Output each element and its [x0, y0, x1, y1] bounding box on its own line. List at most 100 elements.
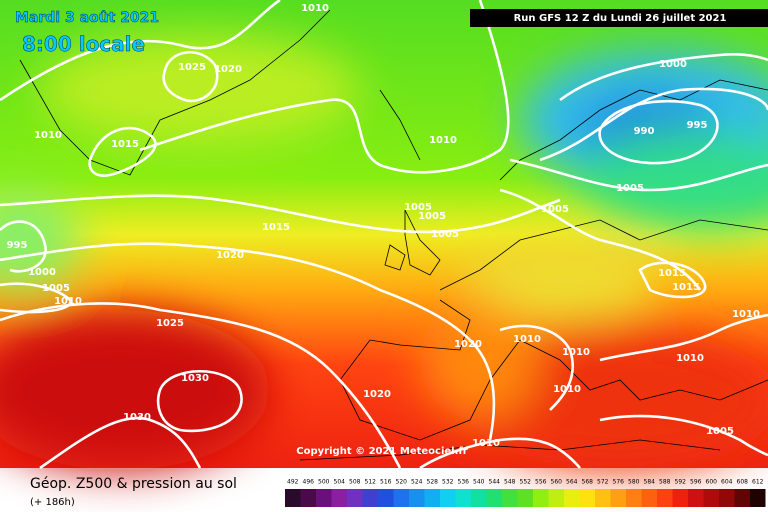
scale-swatch — [610, 489, 626, 507]
isobar-label: 1010 — [54, 296, 82, 307]
scale-swatch — [285, 489, 301, 507]
scale-label: 512 — [365, 479, 377, 486]
scale-label: 540 — [473, 479, 485, 486]
isobars — [0, 0, 768, 468]
scale-swatch — [548, 489, 564, 507]
isobar-label: 1005 — [42, 283, 70, 294]
copyright: Copyright © 2021 Meteociel.fr — [296, 446, 467, 457]
isobar-label: 1000 — [28, 267, 56, 278]
scale-swatch — [409, 489, 425, 507]
scale-swatch — [486, 489, 502, 507]
scale-swatch — [750, 489, 766, 507]
run-info: Run GFS 12 Z du Lundi 26 juillet 2021 — [514, 13, 727, 24]
isobar-label: 995 — [687, 120, 708, 131]
scale-swatch — [579, 489, 595, 507]
scale-label: 608 — [737, 479, 749, 486]
isobar-label: 1010 — [732, 309, 760, 320]
isobar-label: 1005 — [706, 426, 734, 437]
scale-label: 504 — [334, 479, 346, 486]
isobar-label: 1015 — [658, 268, 686, 279]
scale-swatch — [595, 489, 611, 507]
scale-swatch — [378, 489, 394, 507]
isobar-label: 1030 — [123, 412, 151, 423]
isobar-label: 1020 — [214, 64, 242, 75]
isobar-label: 1015 — [111, 139, 139, 150]
scale-swatch — [703, 489, 719, 507]
forecast-time: 8:00 locale — [22, 32, 145, 56]
scale-label: 520 — [396, 479, 408, 486]
scale-swatch — [347, 489, 363, 507]
isobar-label: 1005 — [431, 229, 459, 240]
scale-swatch — [393, 489, 409, 507]
scale-label: 544 — [489, 479, 501, 486]
scale-label: 548 — [504, 479, 516, 486]
isobar-label: 990 — [634, 126, 655, 137]
scale-swatch — [533, 489, 549, 507]
isobar-label: 1020 — [363, 389, 391, 400]
scale-swatch — [471, 489, 487, 507]
isobar-label: 1010 — [429, 135, 457, 146]
legend-panel: Géop. Z500 & pression au sol (+ 186h) 49… — [30, 476, 766, 508]
footer-lead: (+ 186h) — [30, 497, 75, 508]
footer-title: Géop. Z500 & pression au sol — [30, 476, 237, 492]
scale-label: 580 — [628, 479, 640, 486]
isobar-label: 1015 — [262, 222, 290, 233]
isobar-label: 1020 — [454, 339, 482, 350]
scale-label: 612 — [752, 479, 764, 486]
scale-label: 600 — [706, 479, 718, 486]
scale-label: 496 — [303, 479, 315, 486]
scale-swatch — [719, 489, 735, 507]
scale-label: 532 — [442, 479, 454, 486]
scale-label: 596 — [690, 479, 702, 486]
scale-swatch — [502, 489, 518, 507]
isobar-label: 1005 — [616, 183, 644, 194]
scale-label: 572 — [597, 479, 609, 486]
scale-label: 568 — [582, 479, 594, 486]
scale-label: 560 — [551, 479, 563, 486]
scale-swatch — [672, 489, 688, 507]
isobar-label: 1025 — [156, 318, 184, 329]
scale-swatch — [300, 489, 316, 507]
scale-swatch — [626, 489, 642, 507]
scale-swatch — [517, 489, 533, 507]
scale-swatch — [688, 489, 704, 507]
isobar-label: 995 — [7, 240, 28, 251]
run-banner — [470, 9, 768, 27]
isobar-label: 1010 — [34, 130, 62, 141]
scale-label: 524 — [411, 479, 423, 486]
isobar-label: 1000 — [659, 59, 687, 70]
isobar-label: 1005 — [418, 211, 446, 222]
color-scale: 492 496 500 504 508 512 516 520 524 528 532 536 540 5… — [285, 479, 766, 507]
forecast-date: Mardi 3 août 2021 — [15, 10, 159, 26]
scale-swatch — [440, 489, 456, 507]
scale-swatch — [316, 489, 332, 507]
isobar-label: 1010 — [301, 3, 329, 14]
scale-swatch — [331, 489, 347, 507]
scale-swatch — [362, 489, 378, 507]
isobar-label: 1025 — [178, 62, 206, 73]
scale-swatch — [455, 489, 471, 507]
scale-label: 556 — [535, 479, 547, 486]
scale-label: 492 — [287, 479, 299, 486]
isobar-label: 1005 — [541, 204, 569, 215]
scale-label: 500 — [318, 479, 330, 486]
scale-swatch — [657, 489, 673, 507]
scale-label: 552 — [520, 479, 532, 486]
scale-swatch — [641, 489, 657, 507]
isobar-label: 1005 — [404, 202, 432, 213]
scale-label: 528 — [427, 479, 439, 486]
scale-swatch — [424, 489, 440, 507]
scale-swatch — [564, 489, 580, 507]
isobar-label: 1010 — [553, 384, 581, 395]
scale-label: 584 — [644, 479, 656, 486]
scale-label: 516 — [380, 479, 392, 486]
isobar-label: 1030 — [181, 373, 209, 384]
scale-label: 564 — [566, 479, 578, 486]
isobar-label: 1010 — [472, 438, 500, 449]
scale-label: 576 — [613, 479, 625, 486]
scale-label: 592 — [675, 479, 687, 486]
